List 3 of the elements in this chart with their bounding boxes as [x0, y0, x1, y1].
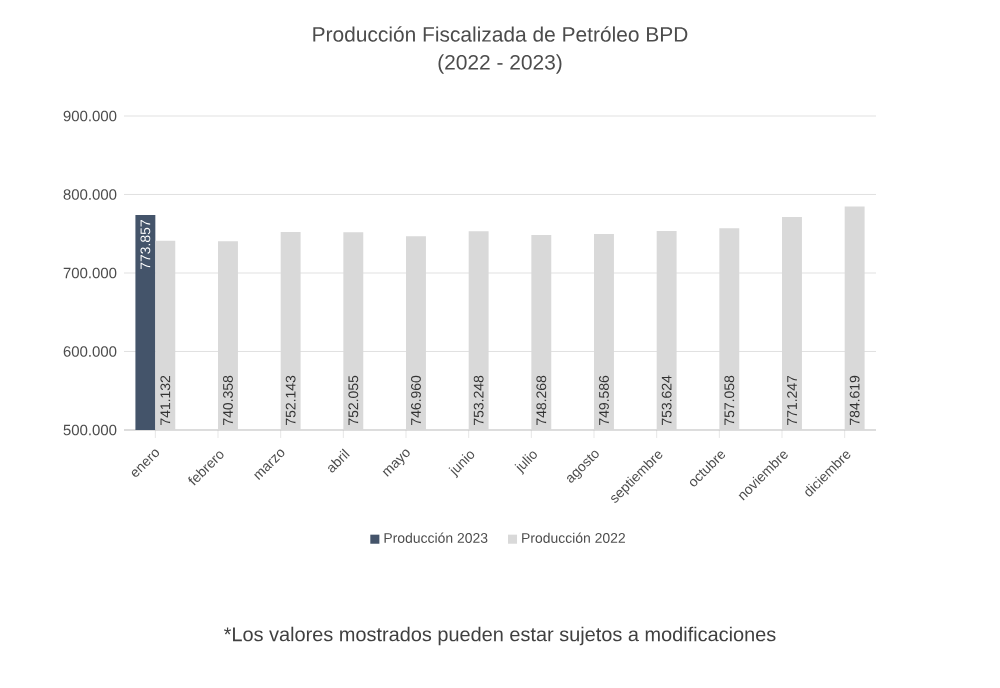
chart-subtitle: (2022 - 2023) — [438, 54, 562, 74]
chart-title: Producción Fiscalizada de Petróleo BPD — [313, 26, 688, 42]
text: *Los valores mostrados pueden estar sujetos a modificaciones — [223, 626, 776, 646]
